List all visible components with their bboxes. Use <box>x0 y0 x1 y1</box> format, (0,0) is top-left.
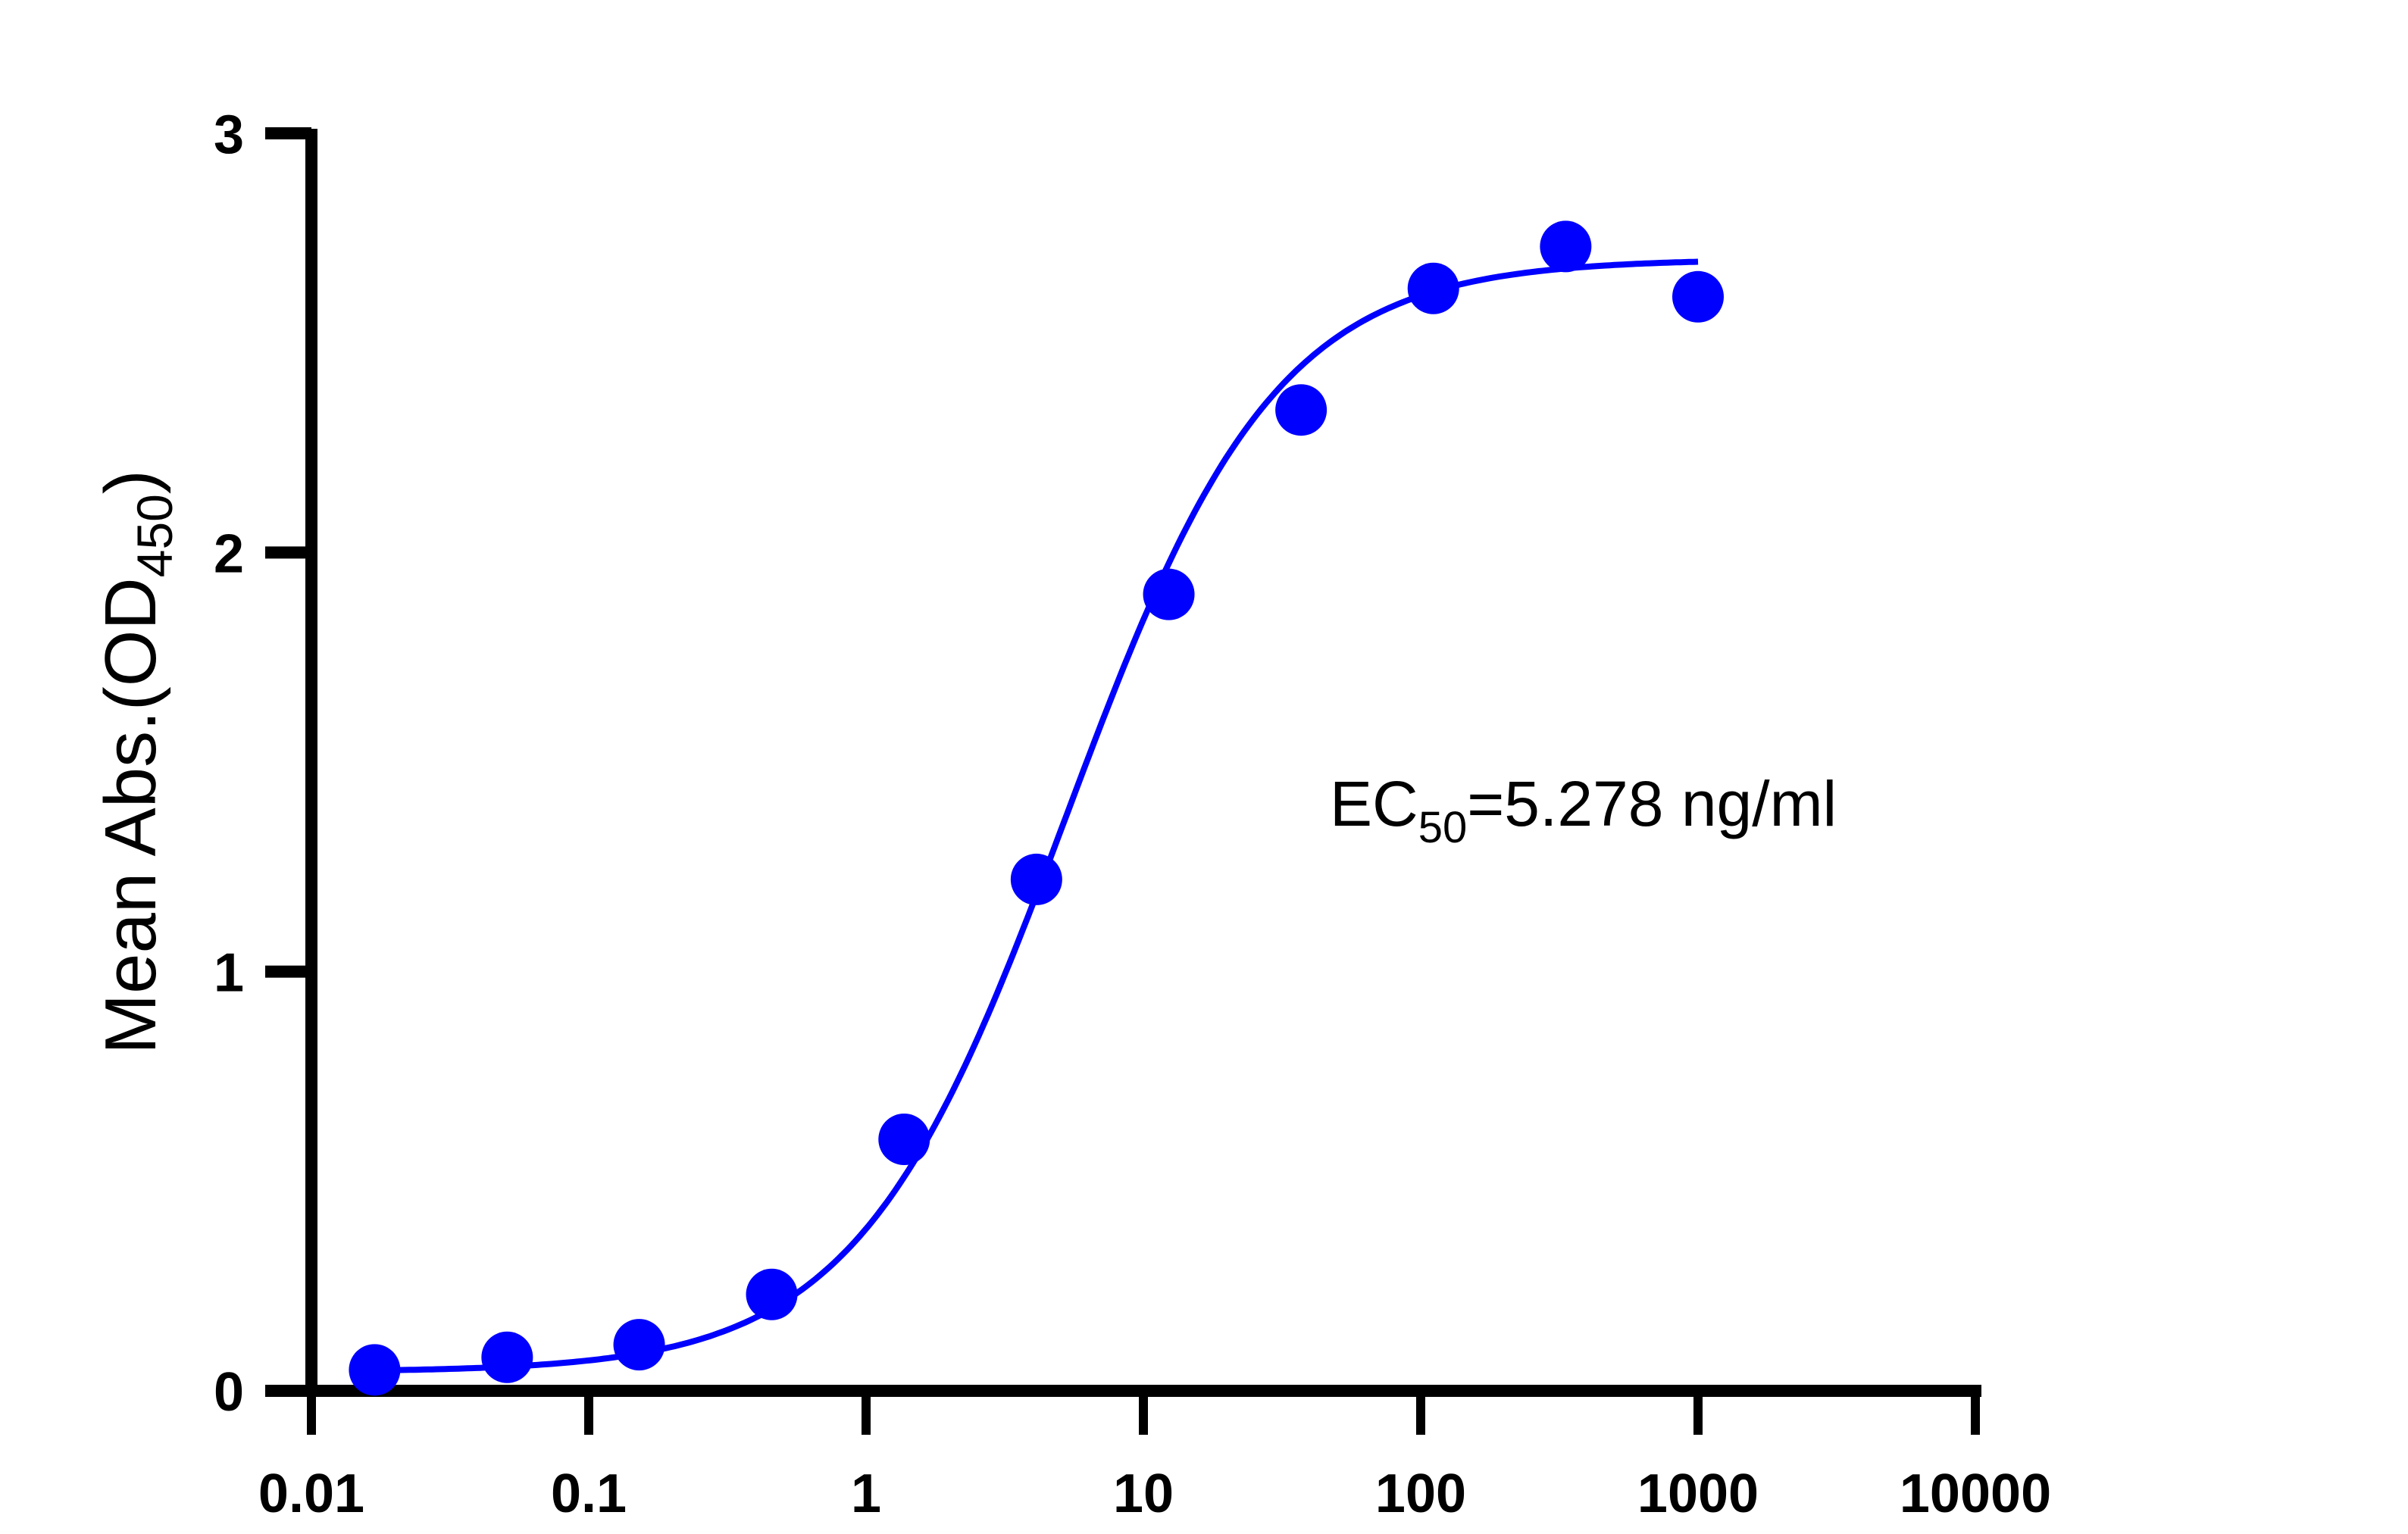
y-tick-label: 3 <box>214 105 244 165</box>
data-point <box>1275 384 1328 436</box>
data-point <box>1672 270 1724 323</box>
x-tick-label: 10 <box>1113 1464 1174 1524</box>
y-tick-label: 1 <box>214 943 244 1004</box>
x-tick-label: 1000 <box>1637 1464 1759 1524</box>
ec50-annotation: EC50=5.278 ng/ml <box>1330 768 1837 852</box>
y-axis-label: Mean Abs.(OD450) <box>90 470 183 1054</box>
data-points <box>349 220 1724 1396</box>
data-point <box>1143 568 1195 620</box>
y-tick-label: 0 <box>214 1362 244 1423</box>
x-tick-label: 0.1 <box>551 1464 627 1524</box>
data-point <box>878 1114 930 1165</box>
x-tick-label: 1 <box>851 1464 881 1524</box>
x-tick-label: 0.01 <box>258 1464 364 1524</box>
data-point <box>746 1268 798 1320</box>
y-tick-label: 2 <box>214 523 244 584</box>
data-point <box>349 1344 401 1396</box>
data-point <box>481 1331 533 1383</box>
data-point <box>1540 220 1592 273</box>
data-point <box>613 1319 665 1371</box>
axes: 0 1 2 3 0.01 0.1 1 10 100 1000 10000 <box>214 105 2051 1524</box>
x-tick-label: 100 <box>1375 1464 1466 1524</box>
x-tick-label: 10000 <box>1900 1464 2051 1524</box>
data-point <box>1407 262 1459 314</box>
data-point <box>1010 853 1062 905</box>
